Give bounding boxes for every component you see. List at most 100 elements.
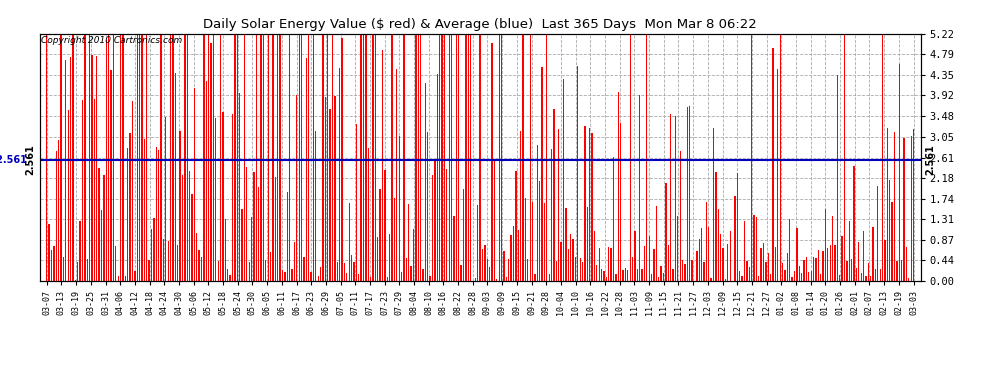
Bar xyxy=(518,230,519,281)
Bar xyxy=(201,257,202,281)
Bar xyxy=(772,48,774,281)
Bar xyxy=(106,40,107,281)
Bar xyxy=(816,258,817,281)
Bar xyxy=(906,247,907,281)
Bar xyxy=(303,257,305,281)
Bar xyxy=(635,231,636,281)
Bar xyxy=(150,230,152,281)
Bar xyxy=(70,57,71,281)
Bar xyxy=(544,203,545,281)
Bar xyxy=(872,226,874,281)
Bar xyxy=(589,128,590,281)
Bar xyxy=(50,251,52,281)
Bar xyxy=(767,253,769,281)
Bar xyxy=(808,272,810,281)
Bar xyxy=(828,249,829,281)
Bar xyxy=(770,274,771,281)
Bar xyxy=(601,269,602,281)
Bar xyxy=(177,245,178,281)
Bar xyxy=(887,128,888,281)
Bar xyxy=(542,67,543,281)
Bar xyxy=(170,34,171,281)
Bar xyxy=(520,131,522,281)
Bar xyxy=(728,243,729,281)
Bar xyxy=(255,34,257,281)
Bar xyxy=(691,260,693,281)
Bar xyxy=(553,109,554,281)
Bar xyxy=(213,34,214,281)
Bar xyxy=(577,66,578,281)
Bar xyxy=(508,259,510,281)
Bar xyxy=(651,274,652,281)
Bar xyxy=(111,70,112,281)
Bar xyxy=(370,278,371,281)
Bar xyxy=(696,251,698,281)
Bar xyxy=(103,176,105,281)
Bar xyxy=(575,257,576,281)
Bar xyxy=(658,277,659,281)
Bar xyxy=(435,161,436,281)
Bar xyxy=(891,202,893,281)
Bar xyxy=(167,241,169,281)
Bar xyxy=(623,270,624,281)
Bar xyxy=(55,152,56,281)
Bar xyxy=(594,231,595,281)
Bar xyxy=(818,250,819,281)
Bar xyxy=(627,270,629,281)
Bar xyxy=(475,278,476,281)
Bar xyxy=(291,269,293,281)
Bar xyxy=(235,34,236,281)
Bar xyxy=(463,189,464,281)
Bar xyxy=(711,278,712,281)
Bar xyxy=(801,273,802,281)
Bar xyxy=(289,34,290,281)
Bar xyxy=(232,114,233,281)
Bar xyxy=(618,92,619,281)
Bar xyxy=(253,172,254,281)
Bar xyxy=(611,248,612,281)
Bar xyxy=(904,138,905,281)
Bar xyxy=(537,145,538,281)
Bar xyxy=(565,208,566,281)
Bar xyxy=(127,148,129,281)
Bar xyxy=(843,34,845,281)
Bar xyxy=(532,202,534,281)
Bar xyxy=(174,73,176,281)
Bar xyxy=(367,148,369,281)
Bar xyxy=(806,257,807,281)
Bar xyxy=(113,34,114,281)
Text: Copyright 2010 Cartronics.com: Copyright 2010 Cartronics.com xyxy=(42,36,182,45)
Bar xyxy=(642,268,643,281)
Bar xyxy=(339,68,341,281)
Bar xyxy=(247,167,248,281)
Bar xyxy=(186,34,188,281)
Bar xyxy=(91,56,93,281)
Bar xyxy=(555,261,557,281)
Bar xyxy=(603,271,605,281)
Bar xyxy=(335,96,336,281)
Bar xyxy=(465,34,466,281)
Bar xyxy=(84,34,85,281)
Bar xyxy=(496,279,497,281)
Bar xyxy=(344,263,346,281)
Bar xyxy=(148,260,149,281)
Bar xyxy=(823,251,824,281)
Bar xyxy=(608,248,610,281)
Bar xyxy=(758,276,759,281)
Bar xyxy=(896,261,898,281)
Bar xyxy=(355,124,357,281)
Bar xyxy=(72,34,73,281)
Bar xyxy=(101,210,102,281)
Bar xyxy=(784,270,786,281)
Bar xyxy=(184,34,185,281)
Bar xyxy=(306,58,307,281)
Bar xyxy=(663,273,664,281)
Bar xyxy=(58,140,59,281)
Bar xyxy=(494,159,495,281)
Bar xyxy=(211,43,212,281)
Bar xyxy=(89,34,90,281)
Bar xyxy=(332,34,334,281)
Bar xyxy=(396,69,397,281)
Bar xyxy=(755,217,757,281)
Bar xyxy=(196,233,197,281)
